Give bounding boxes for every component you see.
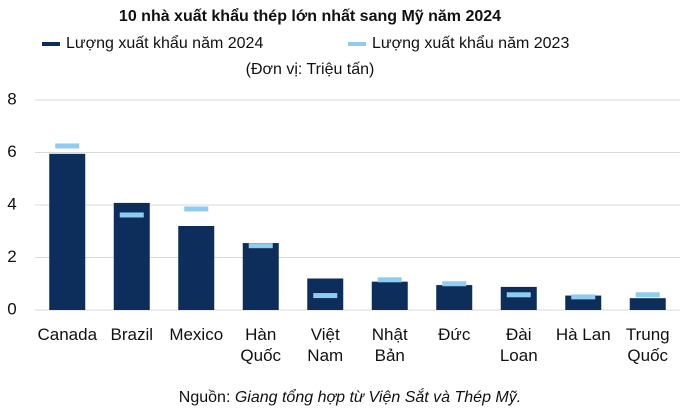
bar <box>242 243 279 310</box>
x-tick-label: Nhật Bản <box>372 325 408 365</box>
x-tick-line: Nhật <box>372 325 408 344</box>
y-tick-label: 8 <box>7 89 16 108</box>
x-tick-label: Hàn Quốc <box>240 325 281 365</box>
marker-2023 <box>313 293 338 299</box>
x-tick-line: Brazil <box>110 325 153 344</box>
x-tick-label: Trung Quốc <box>626 325 670 365</box>
y-tick-label: 0 <box>7 299 16 318</box>
chart-title: 10 nhà xuất khẩu thép lớn nhất sang Mỹ n… <box>119 7 501 25</box>
y-tick-label: 2 <box>7 247 16 266</box>
x-tick-label: Hà Lan <box>556 325 611 344</box>
marker-2023 <box>119 212 144 218</box>
marker-2023 <box>248 243 273 249</box>
bar <box>500 286 537 310</box>
x-tick-line: Quốc <box>240 346 281 365</box>
chart-subtitle: (Đơn vị: Triệu tấn) <box>246 61 375 78</box>
y-tick-label: 6 <box>7 142 16 161</box>
bar <box>371 281 408 310</box>
y-tick-label: 4 <box>7 194 16 213</box>
x-tick-line: Hà Lan <box>556 325 611 344</box>
marker-2023 <box>55 143 80 149</box>
bar <box>113 202 150 310</box>
x-tick-label: Đức <box>438 325 471 344</box>
x-tick-line: Hàn <box>245 325 276 344</box>
x-tick-label: Canada <box>37 325 97 344</box>
bar <box>629 298 666 310</box>
marker-2023 <box>571 294 596 300</box>
legend-swatch <box>42 42 60 46</box>
x-tick-label: Việt Nam <box>307 325 343 365</box>
legend-label: Lượng xuất khẩu năm 2023 <box>372 34 569 52</box>
x-tick-line: Loan <box>500 346 538 365</box>
legend-swatch <box>348 42 366 46</box>
x-tick-label: Mexico <box>169 325 223 344</box>
x-tick-line: Mexico <box>169 325 223 344</box>
marker-2023 <box>635 292 660 298</box>
bar <box>49 153 86 310</box>
x-tick-line: Canada <box>37 325 97 344</box>
x-tick-line: Trung <box>626 325 670 344</box>
x-tick-line: Quốc <box>627 346 668 365</box>
x-tick-line: Bản <box>375 346 405 365</box>
marker-2023 <box>506 292 531 298</box>
marker-2023 <box>184 206 209 212</box>
bar <box>178 226 215 310</box>
x-tick-line: Nam <box>307 346 343 365</box>
source-text: Giang tổng hợp từ Viện Sắt và Thép Mỹ. <box>235 387 521 406</box>
x-tick-label: Brazil <box>110 325 153 344</box>
source: Nguồn: Giang tổng hợp từ Viện Sắt và Thé… <box>179 387 521 406</box>
marker-2023 <box>442 281 467 287</box>
legend-label: Lượng xuất khẩu năm 2024 <box>66 34 263 52</box>
source-label: Nguồn: <box>179 389 231 406</box>
marker-2023 <box>377 277 402 283</box>
bar <box>436 285 473 310</box>
x-tick-line: Việt <box>311 325 340 344</box>
x-tick-label: Đài Loan <box>500 325 538 365</box>
x-tick-line: Đức <box>438 325 471 344</box>
x-tick-line: Đài <box>506 325 532 344</box>
